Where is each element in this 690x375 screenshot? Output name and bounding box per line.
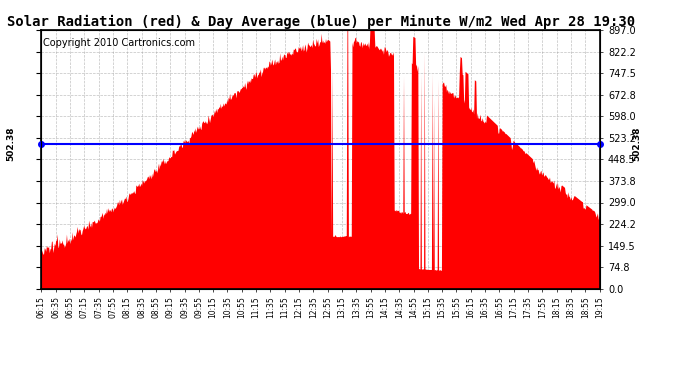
Text: Copyright 2010 Cartronics.com: Copyright 2010 Cartronics.com <box>43 38 195 48</box>
Title: Solar Radiation (red) & Day Average (blue) per Minute W/m2 Wed Apr 28 19:30: Solar Radiation (red) & Day Average (blu… <box>7 15 635 29</box>
Text: 502.38: 502.38 <box>6 127 15 161</box>
Text: 502.38: 502.38 <box>632 127 641 161</box>
